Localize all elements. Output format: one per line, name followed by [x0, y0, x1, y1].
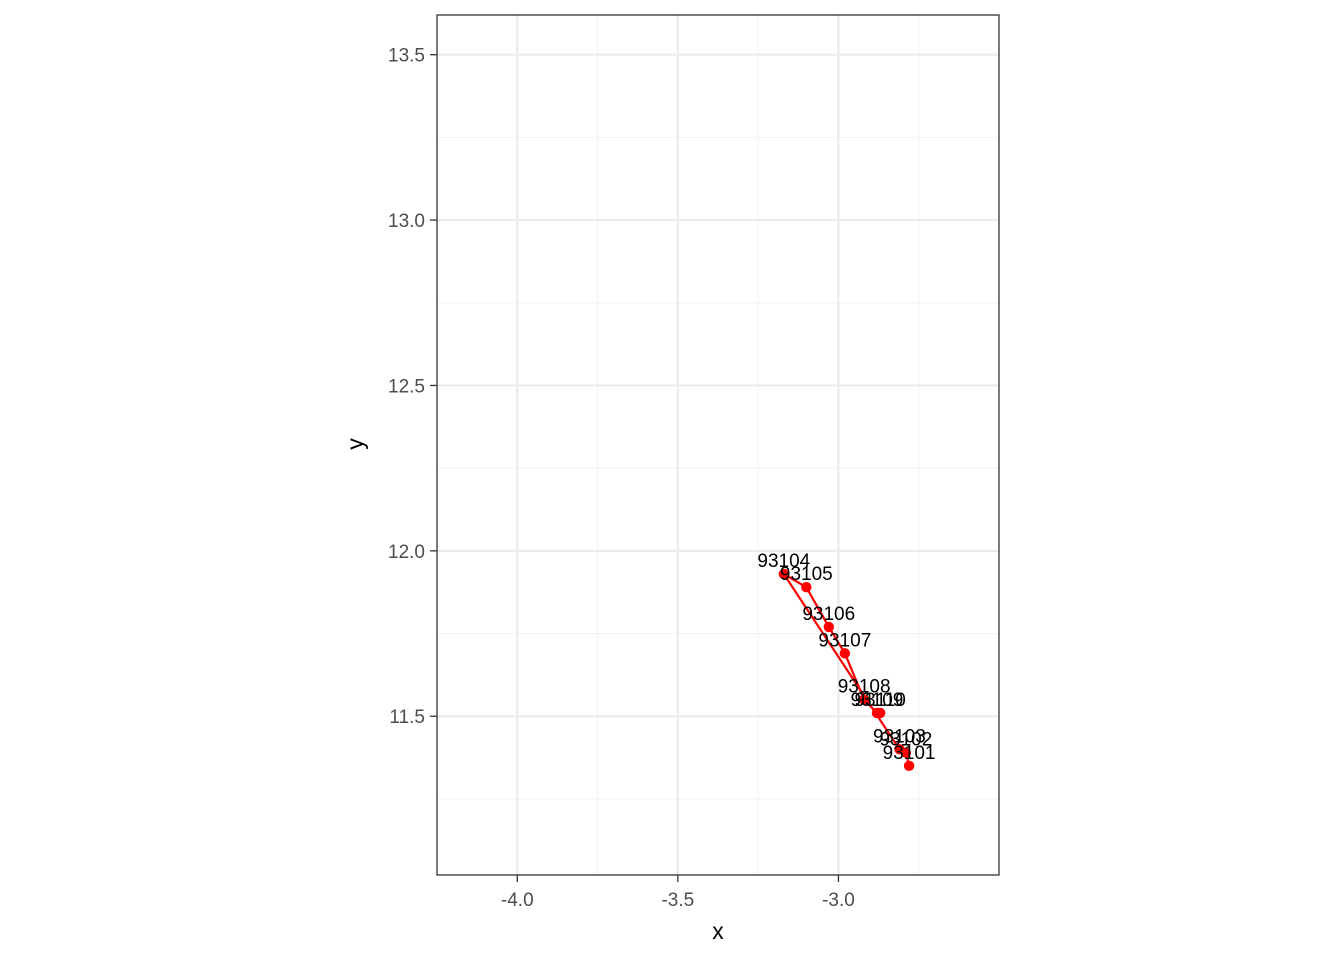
y-tick-label: 13.0 [388, 211, 425, 232]
panel-border [436, 14, 1000, 876]
x-axis: -4.0 -3.5 -3.0 [501, 875, 855, 911]
y-axis: 11.5 12.0 12.5 13.0 13.5 [388, 46, 437, 728]
data-point-label: 93110 [854, 690, 905, 711]
data-point-label: 93108 [838, 677, 891, 698]
data-point-label: 93107 [818, 630, 871, 651]
minor-gridlines [436, 15, 999, 875]
data-point [823, 621, 834, 633]
y-axis-title: y [342, 438, 368, 450]
data-point [903, 760, 915, 772]
data-point [858, 694, 870, 705]
x-tick-label: -4.0 [501, 890, 534, 911]
data-point [894, 744, 905, 755]
y-tick-label: 13.5 [388, 46, 425, 67]
x-tick-label: -3.5 [661, 890, 694, 911]
data-point [778, 568, 790, 580]
data-point-label: 93103 [873, 726, 926, 747]
y-tick-label: 12.5 [388, 376, 425, 397]
x-tick-label: -3.0 [822, 890, 855, 911]
data-point-label: 93109 [851, 690, 904, 711]
y-tick-label: 11.5 [389, 707, 425, 728]
data-point-label: 93102 [879, 730, 932, 751]
x-axis-title: x [712, 918, 724, 944]
data-point-label: 93104 [757, 551, 810, 572]
data-point [874, 707, 886, 719]
series-layer [778, 568, 915, 772]
data-point [801, 582, 812, 593]
data-point-label: 93101 [883, 743, 936, 764]
y-tick-label: 12.0 [388, 542, 425, 563]
data-point [839, 648, 851, 659]
data-point-label: 93106 [802, 604, 855, 625]
major-gridlines [437, 15, 999, 875]
data-point-label: 93105 [780, 564, 833, 585]
